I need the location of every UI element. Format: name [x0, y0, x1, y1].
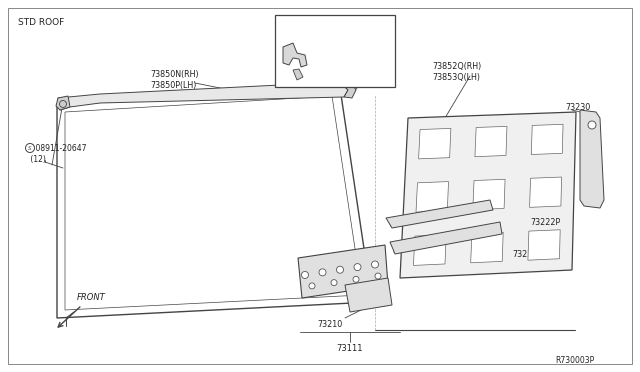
- Text: FRONT: FRONT: [77, 293, 106, 302]
- Polygon shape: [470, 232, 503, 263]
- Polygon shape: [65, 96, 362, 310]
- Circle shape: [26, 144, 35, 153]
- Circle shape: [309, 283, 315, 289]
- Text: ©08911-20647
 (12): ©08911-20647 (12): [28, 144, 86, 164]
- Polygon shape: [58, 82, 348, 110]
- Text: 73850N(RH)
73850P(LH): 73850N(RH) 73850P(LH): [150, 70, 198, 90]
- Text: 73230: 73230: [565, 103, 590, 112]
- Polygon shape: [473, 179, 505, 210]
- Text: 73222P: 73222P: [530, 218, 560, 227]
- Polygon shape: [531, 124, 563, 154]
- Polygon shape: [386, 200, 493, 228]
- Text: 73111: 73111: [337, 344, 364, 353]
- Polygon shape: [275, 15, 395, 87]
- Polygon shape: [293, 69, 303, 80]
- Text: R730003P: R730003P: [555, 356, 595, 365]
- Text: STD ROOF: STD ROOF: [18, 18, 64, 27]
- Text: 73852Q(RH)
73853Q(LH): 73852Q(RH) 73853Q(LH): [432, 62, 481, 82]
- Polygon shape: [400, 112, 576, 278]
- Text: 73210: 73210: [317, 320, 342, 329]
- Polygon shape: [56, 96, 70, 110]
- Polygon shape: [416, 182, 449, 212]
- Polygon shape: [528, 230, 560, 260]
- Circle shape: [371, 261, 378, 268]
- Polygon shape: [475, 126, 507, 157]
- Polygon shape: [529, 177, 562, 207]
- Polygon shape: [298, 245, 388, 298]
- Text: F/RRAK2 ONLY: F/RRAK2 ONLY: [280, 20, 341, 29]
- Polygon shape: [8, 8, 632, 364]
- Polygon shape: [390, 222, 502, 254]
- Text: S: S: [28, 145, 31, 151]
- Circle shape: [375, 273, 381, 279]
- Polygon shape: [57, 88, 372, 318]
- Polygon shape: [345, 278, 392, 312]
- Circle shape: [331, 280, 337, 286]
- Circle shape: [588, 121, 596, 129]
- Circle shape: [319, 269, 326, 276]
- Polygon shape: [283, 43, 307, 67]
- Text: 73221: 73221: [512, 250, 538, 259]
- Circle shape: [337, 266, 344, 273]
- Polygon shape: [419, 128, 451, 159]
- Circle shape: [60, 100, 67, 108]
- Circle shape: [353, 276, 359, 282]
- Polygon shape: [413, 235, 446, 266]
- Text: 7315BP: 7315BP: [315, 60, 346, 69]
- Polygon shape: [340, 82, 356, 98]
- Circle shape: [301, 272, 308, 279]
- Polygon shape: [580, 110, 604, 208]
- Circle shape: [354, 264, 361, 270]
